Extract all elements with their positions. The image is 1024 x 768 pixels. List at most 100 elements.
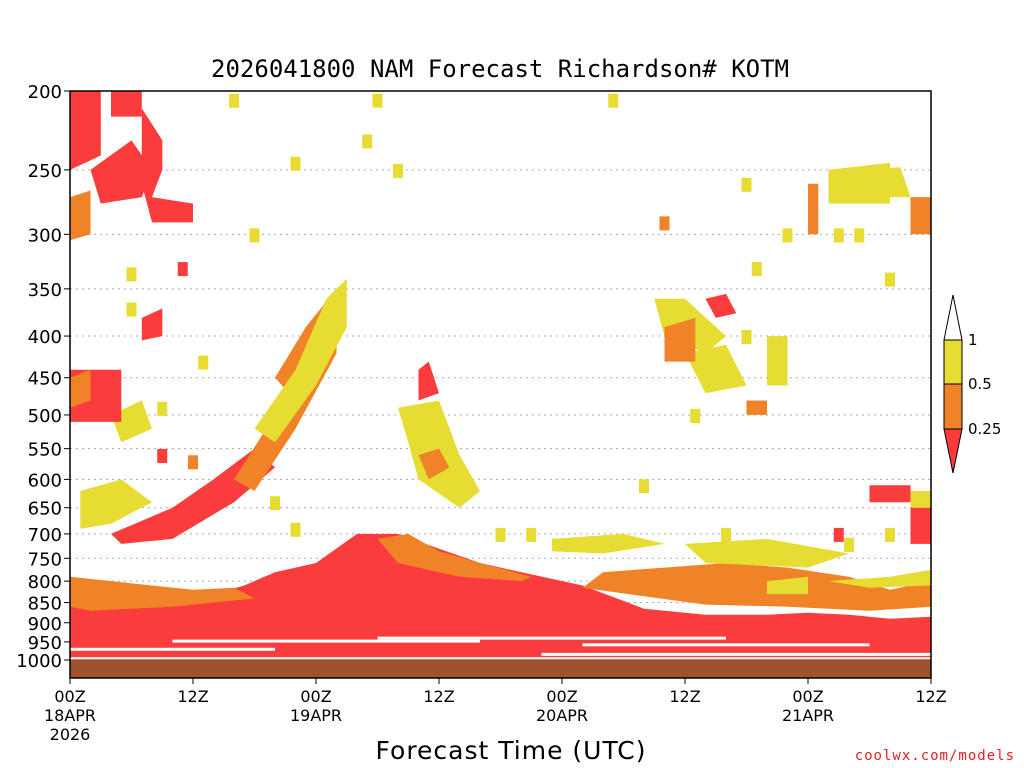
legend-label: 1 [968,331,978,349]
ri-region-orange [70,576,255,611]
ri-region-red [910,507,931,544]
legend-swatch-yellow [943,339,963,385]
ri-region-yellow [828,569,931,588]
ri-region-orange [910,197,931,235]
x-tick-label: 12Z [915,687,946,706]
ri-region-red [705,293,737,318]
ri-region-red [70,91,101,170]
ri-region-yellow [685,344,747,394]
ri-region-red [418,361,439,401]
ri-cell-yellow [290,156,301,171]
ri-region-yellow [254,278,347,443]
ri-cell-yellow [721,527,731,542]
ri-region-yellow [685,538,849,568]
x-tick-year-label: 2026 [50,725,91,744]
ri-region-red [111,448,275,544]
ri-cell-yellow [608,93,619,108]
x-tick-day-label: 18APR [44,706,96,725]
ri-cell-yellow [751,262,762,277]
ri-gap-streak [582,643,870,647]
credit-text: coolwx.com/models [855,748,1015,764]
ri-cell-red [177,262,188,277]
ri-region-yellow [869,167,911,198]
richardson-field [70,91,931,659]
y-tick-label: 950 [28,633,62,654]
y-tick-label: 200 [28,82,62,103]
chart-title: 2026041800 NAM Forecast Richardson# KOTM [211,55,789,83]
ri-cell-yellow [372,93,383,108]
ri-region-red [90,140,152,204]
ground-layer [70,657,931,678]
ground-fill [70,658,931,678]
x-tick-label: 12Z [177,687,208,706]
y-tick-label: 550 [28,440,62,461]
x-tick-day-label: 19APR [290,706,342,725]
y-tick-label: 1000 [16,651,62,672]
ri-cell-red [157,449,168,464]
ri-region-red [111,91,142,117]
ri-region-orange [70,190,91,241]
y-tick-label: 650 [28,499,62,520]
y-tick-label: 400 [28,327,62,348]
y-tick-label: 850 [28,594,62,615]
y-tick-label: 800 [28,572,62,593]
legend-swatch-orange [943,383,963,430]
plot-frame [69,90,932,679]
ri-cell-yellow [741,330,752,345]
ri-cell-yellow [526,527,537,542]
ri-region-yellow [767,336,788,386]
ri-cell-orange [188,455,198,470]
x-tick-label: 00Z [300,687,331,706]
x-tick-label: 00Z [792,687,823,706]
ri-cell-yellow [249,228,260,243]
ri-cell-yellow [495,527,506,542]
ri-cell-yellow [741,177,752,192]
ri-cell-yellow [782,228,793,243]
ri-region-yellow [910,491,931,508]
ri-region-orange [377,533,532,582]
legend-swatch-red [943,428,963,474]
y-tick-label: 350 [28,280,62,301]
colorbar-legend: 1 0.5 0.25 [943,294,1001,474]
ri-region-orange [664,317,696,362]
y-tick-label: 900 [28,614,62,635]
ri-cell-yellow [690,408,701,423]
y-tick-label: 600 [28,470,62,491]
ri-region-orange [70,369,91,408]
ri-region-red [70,533,931,659]
x-tick-day-label: 20APR [536,706,588,725]
ri-cell-red [833,527,844,542]
ri-region-yellow [767,576,808,595]
x-tick-label: 12Z [423,687,454,706]
x-axis-title: Forecast Time (UTC) [376,736,647,765]
ri-region-orange [418,448,450,480]
ri-cell-yellow [639,479,649,494]
legend-label: 0.25 [968,420,1001,438]
ri-region-orange [746,400,767,415]
y-tick-label: 250 [28,161,62,182]
ri-region-yellow [80,479,152,529]
ri-cell-yellow [885,527,895,542]
y-tick-label: 300 [28,225,62,246]
ri-cell-yellow [362,134,373,149]
x-tick-label: 00Z [54,687,85,706]
ri-gap-streak [377,636,726,640]
ri-cell-yellow [229,93,239,108]
ri-cell-yellow [854,228,865,243]
x-tick-label: 12Z [669,687,700,706]
legend-label: 0.5 [968,375,992,393]
ri-cell-yellow [126,302,137,317]
ri-cell-yellow [833,228,844,243]
ri-region-orange [582,563,931,611]
ri-cell-yellow [198,355,209,370]
ri-cell-yellow [126,267,137,282]
x-tick-day-label: 21APR [782,706,834,725]
legend-swatch-gt1 [943,294,963,341]
ri-region-red [141,308,163,341]
ri-gap-streak [541,652,931,656]
ri-cell-yellow [393,163,403,178]
ri-region-orange [808,183,819,235]
ri-region-red [141,108,193,223]
y-tick-label: 700 [28,525,62,546]
